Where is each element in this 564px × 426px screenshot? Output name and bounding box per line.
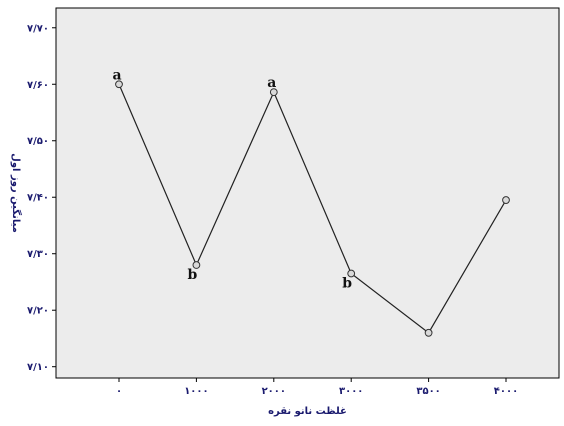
group-letter-label: b [342, 275, 352, 291]
x-axis-label: غلظت نانو نقره [268, 406, 347, 417]
y-tick-label: ۷/۳۰ [27, 249, 49, 260]
y-tick-label: ۷/۶۰ [27, 80, 49, 91]
group-letters: a b a b [112, 67, 352, 291]
data-point [192, 261, 201, 269]
data-points [115, 80, 510, 337]
group-letter-label: b [188, 267, 198, 283]
series-line [118, 84, 507, 334]
data-point [502, 196, 510, 204]
y-tick-label: ۷/۱۰ [27, 362, 49, 373]
x-tick-label: ۲۰۰۰ [262, 386, 286, 397]
data-point [115, 80, 123, 89]
y-tick-label: ۷/۲۰ [27, 306, 49, 317]
y-tick-label: ۷/۴۰ [27, 193, 49, 204]
group-letter-label: a [112, 67, 121, 83]
x-tick-label: ۳۵۰۰ [416, 386, 440, 397]
data-point [347, 269, 356, 278]
data-point [424, 328, 433, 337]
plot-area [55, 7, 560, 379]
x-tick-label: ۴۰۰۰ [494, 386, 518, 397]
y-axis: ۷/۱۰ ۷/۲۰ ۷/۳۰ ۷/۴۰ ۷/۵۰ ۷/۶۰ ۷/۷۰ [27, 23, 56, 373]
y-tick-label: ۷/۷۰ [27, 23, 49, 34]
group-letter-label: a [267, 75, 276, 91]
x-tick-label: ۱۰۰۰ [184, 386, 208, 397]
x-tick-label: ۳۰۰۰ [339, 386, 363, 397]
x-tick-label: ۰ [116, 386, 122, 397]
y-axis-label: میانگین روز اول [10, 153, 23, 233]
data-point [269, 88, 278, 97]
x-axis: ۰ ۱۰۰۰ ۲۰۰۰ ۳۰۰۰ ۳۵۰۰ ۴۰۰۰ [116, 378, 518, 397]
y-tick-label: ۷/۵۰ [27, 136, 49, 147]
